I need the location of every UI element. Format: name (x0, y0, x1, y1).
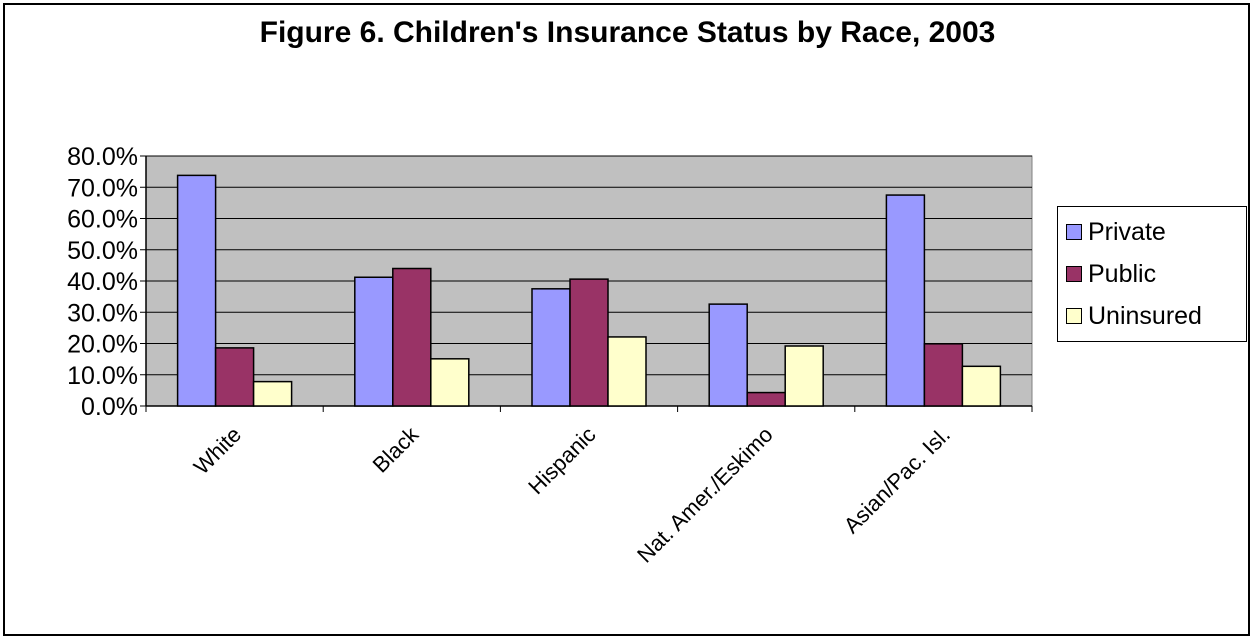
x-tick-label: Hispanic (523, 422, 600, 499)
bar-uninsured-1 (430, 358, 470, 407)
legend-swatch-uninsured (1066, 308, 1082, 324)
legend-label-uninsured: Uninsured (1088, 301, 1202, 330)
y-tick-label: 70.0% (67, 174, 138, 202)
y-tick-label: 20.0% (67, 331, 138, 359)
y-tick-label: 0.0% (81, 393, 138, 421)
y-tick-label: 10.0% (67, 362, 138, 390)
x-tick-label: Nat. Amer./Eskimo (632, 422, 778, 568)
legend-item-private: Private (1066, 215, 1166, 249)
bar-public-4 (923, 343, 964, 407)
x-tick-label: Black (368, 421, 424, 477)
y-tick-label: 30.0% (67, 299, 138, 327)
bar-public-0 (214, 347, 255, 407)
y-tick-label: 60.0% (67, 206, 138, 234)
legend-label-public: Public (1088, 259, 1157, 288)
bar-uninsured-3 (784, 345, 824, 407)
y-tick-label: 50.0% (67, 237, 138, 265)
legend-item-public: Public (1066, 257, 1156, 291)
bar-uninsured-4 (961, 365, 1002, 407)
bar-private-2 (531, 288, 571, 407)
legend-label-private: Private (1088, 217, 1166, 246)
y-tick-label: 80.0% (67, 143, 138, 171)
chart-title: Figure 6. Children's Insurance Status by… (259, 16, 996, 49)
bar-public-3 (746, 391, 786, 407)
legend-swatch-private (1066, 224, 1082, 240)
bar-uninsured-0 (252, 380, 293, 407)
bar-private-3 (708, 303, 748, 407)
bar-private-0 (176, 174, 217, 407)
legend-swatch-public (1066, 266, 1082, 282)
bar-uninsured-2 (607, 336, 647, 407)
bar-public-1 (392, 267, 432, 407)
bar-public-2 (569, 278, 609, 407)
legend-item-uninsured: Uninsured (1066, 299, 1202, 333)
chart-legend: Private Public Uninsured (1057, 206, 1247, 342)
bar-private-1 (354, 276, 394, 407)
y-tick-label: 40.0% (67, 268, 138, 296)
bar-private-4 (885, 194, 926, 407)
x-tick-label: White (189, 422, 246, 479)
x-tick-label: Asian/Pac. Isl. (839, 422, 955, 538)
